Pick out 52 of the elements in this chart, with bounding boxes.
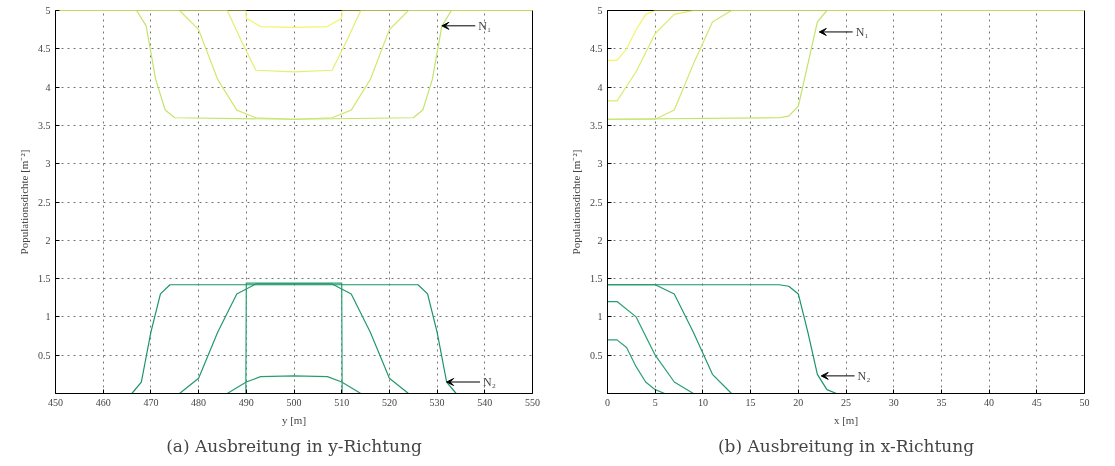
x-tick-label: 0 bbox=[605, 396, 610, 408]
x-tick-label: 10 bbox=[697, 396, 708, 408]
x-tick-label: 540 bbox=[477, 396, 493, 408]
y-tick-label: 0.5 bbox=[38, 349, 51, 361]
x-tick-label: 45 bbox=[1031, 396, 1042, 408]
x-tick-label: 450 bbox=[48, 396, 63, 408]
y-axis-title: Populationsdichte [m⁻²] bbox=[18, 149, 30, 255]
x-tick-label: 550 bbox=[525, 396, 540, 408]
annotation: N₁ bbox=[478, 18, 492, 33]
y-tick-label: 2.5 bbox=[590, 196, 603, 208]
x-tick-label: 50 bbox=[1079, 396, 1090, 408]
annotation: N₂ bbox=[483, 375, 496, 390]
x-tick-label: 20 bbox=[793, 396, 804, 408]
x-tick-label: 30 bbox=[888, 396, 899, 408]
y-tick-label: 2 bbox=[597, 234, 603, 246]
x-tick-label: 460 bbox=[95, 396, 111, 408]
y-tick-label: 5 bbox=[597, 5, 603, 16]
y-tick-label: 1 bbox=[45, 311, 51, 323]
text: (a) Ausbreitung in y-Richtung bbox=[166, 435, 422, 456]
x-tick-label: 480 bbox=[191, 396, 207, 408]
x-tick-label: 510 bbox=[334, 396, 350, 408]
y-tick-label: 2 bbox=[45, 234, 51, 246]
x-tick-label: 25 bbox=[841, 396, 851, 408]
x-tick-label: 5 bbox=[652, 396, 658, 408]
annotation: N₂ bbox=[857, 368, 871, 383]
y-tick-label: 0.5 bbox=[590, 349, 603, 361]
x-axis-title: x [m] bbox=[833, 413, 859, 426]
x-tick-label: 470 bbox=[143, 396, 159, 408]
y-tick-label: 4.5 bbox=[38, 43, 51, 55]
x-tick-label: 520 bbox=[381, 396, 397, 408]
x-axis-title: y [m] bbox=[281, 413, 307, 426]
y-tick-label: 3.5 bbox=[38, 119, 51, 131]
y-tick-label: 4 bbox=[45, 81, 51, 93]
y-axis-title: Populationsdichte [m⁻²] bbox=[570, 149, 582, 255]
y-tick-label: 1.5 bbox=[38, 273, 51, 285]
y-tick-label: 5 bbox=[45, 5, 51, 16]
x-tick-label: 500 bbox=[286, 396, 302, 408]
x-tick-label: 530 bbox=[429, 396, 445, 408]
y-tick-label: 3 bbox=[45, 158, 51, 170]
annotation: N₁ bbox=[855, 24, 869, 39]
y-tick-label: 3 bbox=[597, 158, 603, 170]
y-tick-label: 4.5 bbox=[590, 43, 603, 55]
y-tick-label: 3.5 bbox=[590, 119, 603, 131]
y-tick-label: 1.5 bbox=[590, 273, 603, 285]
x-tick-label: 35 bbox=[936, 396, 947, 408]
x-tick-label: 490 bbox=[238, 396, 254, 408]
x-tick-label: 40 bbox=[984, 396, 995, 408]
text: (b) Ausbreitung in x-Richtung bbox=[717, 435, 975, 456]
y-tick-label: 4 bbox=[597, 81, 603, 93]
y-tick-label: 2.5 bbox=[38, 196, 51, 208]
x-tick-label: 15 bbox=[745, 396, 756, 408]
y-tick-label: 1 bbox=[597, 311, 603, 323]
